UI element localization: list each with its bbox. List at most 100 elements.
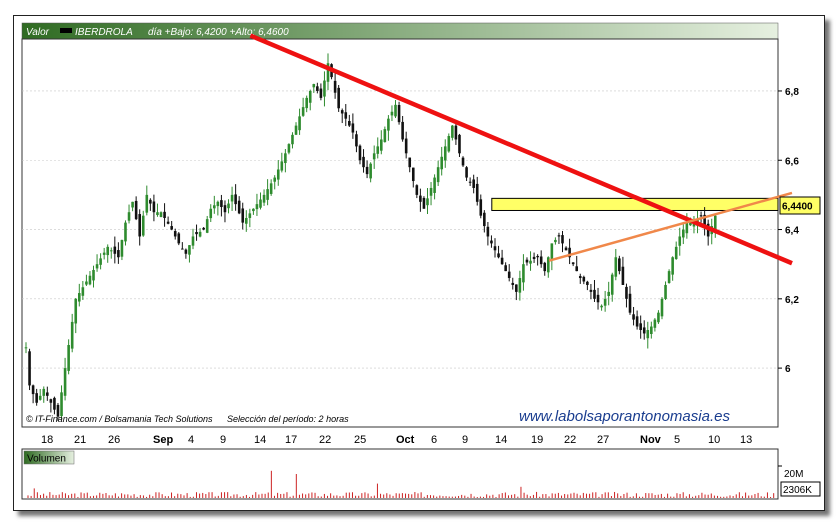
date-tick-label: 17 <box>285 434 297 446</box>
candle-body <box>177 233 181 244</box>
candle-body <box>102 252 106 255</box>
date-axis: 18 21 26 Sep 4 9 14 17 22 25 Oct 6 9 14 19 22 27 Nov 5 10 13 <box>41 434 752 446</box>
candle-body <box>145 194 149 213</box>
candle-body <box>67 345 70 371</box>
candle-body <box>461 157 465 166</box>
candle-body <box>181 248 184 250</box>
day-range: día +Bajo: 6,4200 +Alto: 6,4600 <box>148 27 289 38</box>
candle-body <box>625 286 628 299</box>
candle-body <box>390 111 394 116</box>
candle-body <box>642 327 646 334</box>
candle-body <box>554 239 557 243</box>
candle-body <box>451 125 454 138</box>
candle-body <box>63 368 67 396</box>
price-tick-label: 6,4 <box>785 226 799 237</box>
candle-body <box>301 107 305 116</box>
date-tick-label: 9 <box>462 434 468 446</box>
candle-body <box>365 166 369 175</box>
candle-body <box>394 104 397 117</box>
candle-body <box>127 212 131 221</box>
downtrend-line <box>249 33 793 266</box>
candle-body <box>515 284 518 292</box>
candle-body <box>117 250 120 258</box>
candle-body <box>173 231 177 237</box>
candle-body <box>685 222 689 234</box>
price-candles <box>24 53 717 421</box>
candle-body <box>600 305 603 308</box>
candle-body <box>511 282 515 285</box>
candle-body <box>387 118 390 131</box>
candle-body <box>131 201 134 208</box>
candle-body <box>713 215 717 232</box>
candle-body <box>191 236 195 246</box>
candle-body <box>575 266 579 272</box>
candle-body <box>49 399 53 403</box>
candle-body <box>372 153 376 160</box>
candle-body <box>106 246 110 256</box>
candle-body <box>220 200 223 208</box>
candle-body <box>149 199 152 204</box>
candle-body <box>433 177 436 193</box>
candle-body <box>31 385 35 395</box>
valor-label: Valor <box>26 27 50 38</box>
date-tick-label: 25 <box>354 434 366 446</box>
candle-body <box>618 258 621 272</box>
candle-body <box>582 276 586 282</box>
candle-body <box>550 243 554 260</box>
candle-body <box>355 134 358 147</box>
candle-body <box>408 157 412 168</box>
candle-body <box>362 156 365 168</box>
candle-body <box>504 265 507 272</box>
price-tick-label: 6,8 <box>785 87 799 98</box>
candle-body <box>404 138 408 154</box>
candle-body <box>650 326 653 335</box>
candle-body <box>586 281 589 285</box>
candle-body <box>202 227 205 230</box>
candle-body <box>294 125 298 135</box>
candle-body <box>259 199 262 208</box>
candle-body <box>244 217 248 224</box>
candle-body <box>276 169 280 180</box>
candle-body <box>543 262 547 272</box>
date-tick-label: 5 <box>674 434 680 446</box>
candle-body <box>337 87 340 109</box>
candle-body <box>674 246 678 260</box>
candle-body <box>319 88 323 98</box>
candle-body <box>657 312 660 323</box>
candle-body <box>653 319 657 328</box>
volume-last-box <box>780 481 821 497</box>
candle-body <box>493 246 497 251</box>
candle-body <box>113 246 117 254</box>
candle-body <box>241 208 245 223</box>
period-label: Selección del período: 2 horas <box>227 414 349 424</box>
candle-body <box>42 388 46 396</box>
candle-body <box>266 189 269 200</box>
candle-body <box>646 330 650 339</box>
candle-body <box>532 256 536 259</box>
candle-body <box>411 167 415 182</box>
candle-body <box>539 256 543 265</box>
candle-body <box>682 229 685 238</box>
candle-body <box>333 80 337 93</box>
date-tick-label: 22 <box>564 434 576 446</box>
candle-body <box>227 203 230 209</box>
candle-body <box>340 110 344 114</box>
candle-body <box>436 167 440 183</box>
candle-body <box>422 197 426 209</box>
candle-body <box>358 145 362 161</box>
candle-body <box>440 156 444 170</box>
candle-body <box>28 351 31 386</box>
candle-body <box>156 212 159 216</box>
candle-body <box>195 231 198 235</box>
candle-body <box>305 97 308 109</box>
candle-body <box>603 298 607 306</box>
date-tick-label: Nov <box>640 434 662 446</box>
watermark-url: www.labolsaporantonomasia.es <box>519 408 730 425</box>
candle-body <box>593 289 596 299</box>
candle-body <box>383 129 387 143</box>
date-tick-label: 18 <box>41 434 53 446</box>
candle-body <box>205 219 209 233</box>
candle-body <box>536 255 539 258</box>
chart-header-bar <box>21 22 779 40</box>
candle-body <box>95 264 99 269</box>
